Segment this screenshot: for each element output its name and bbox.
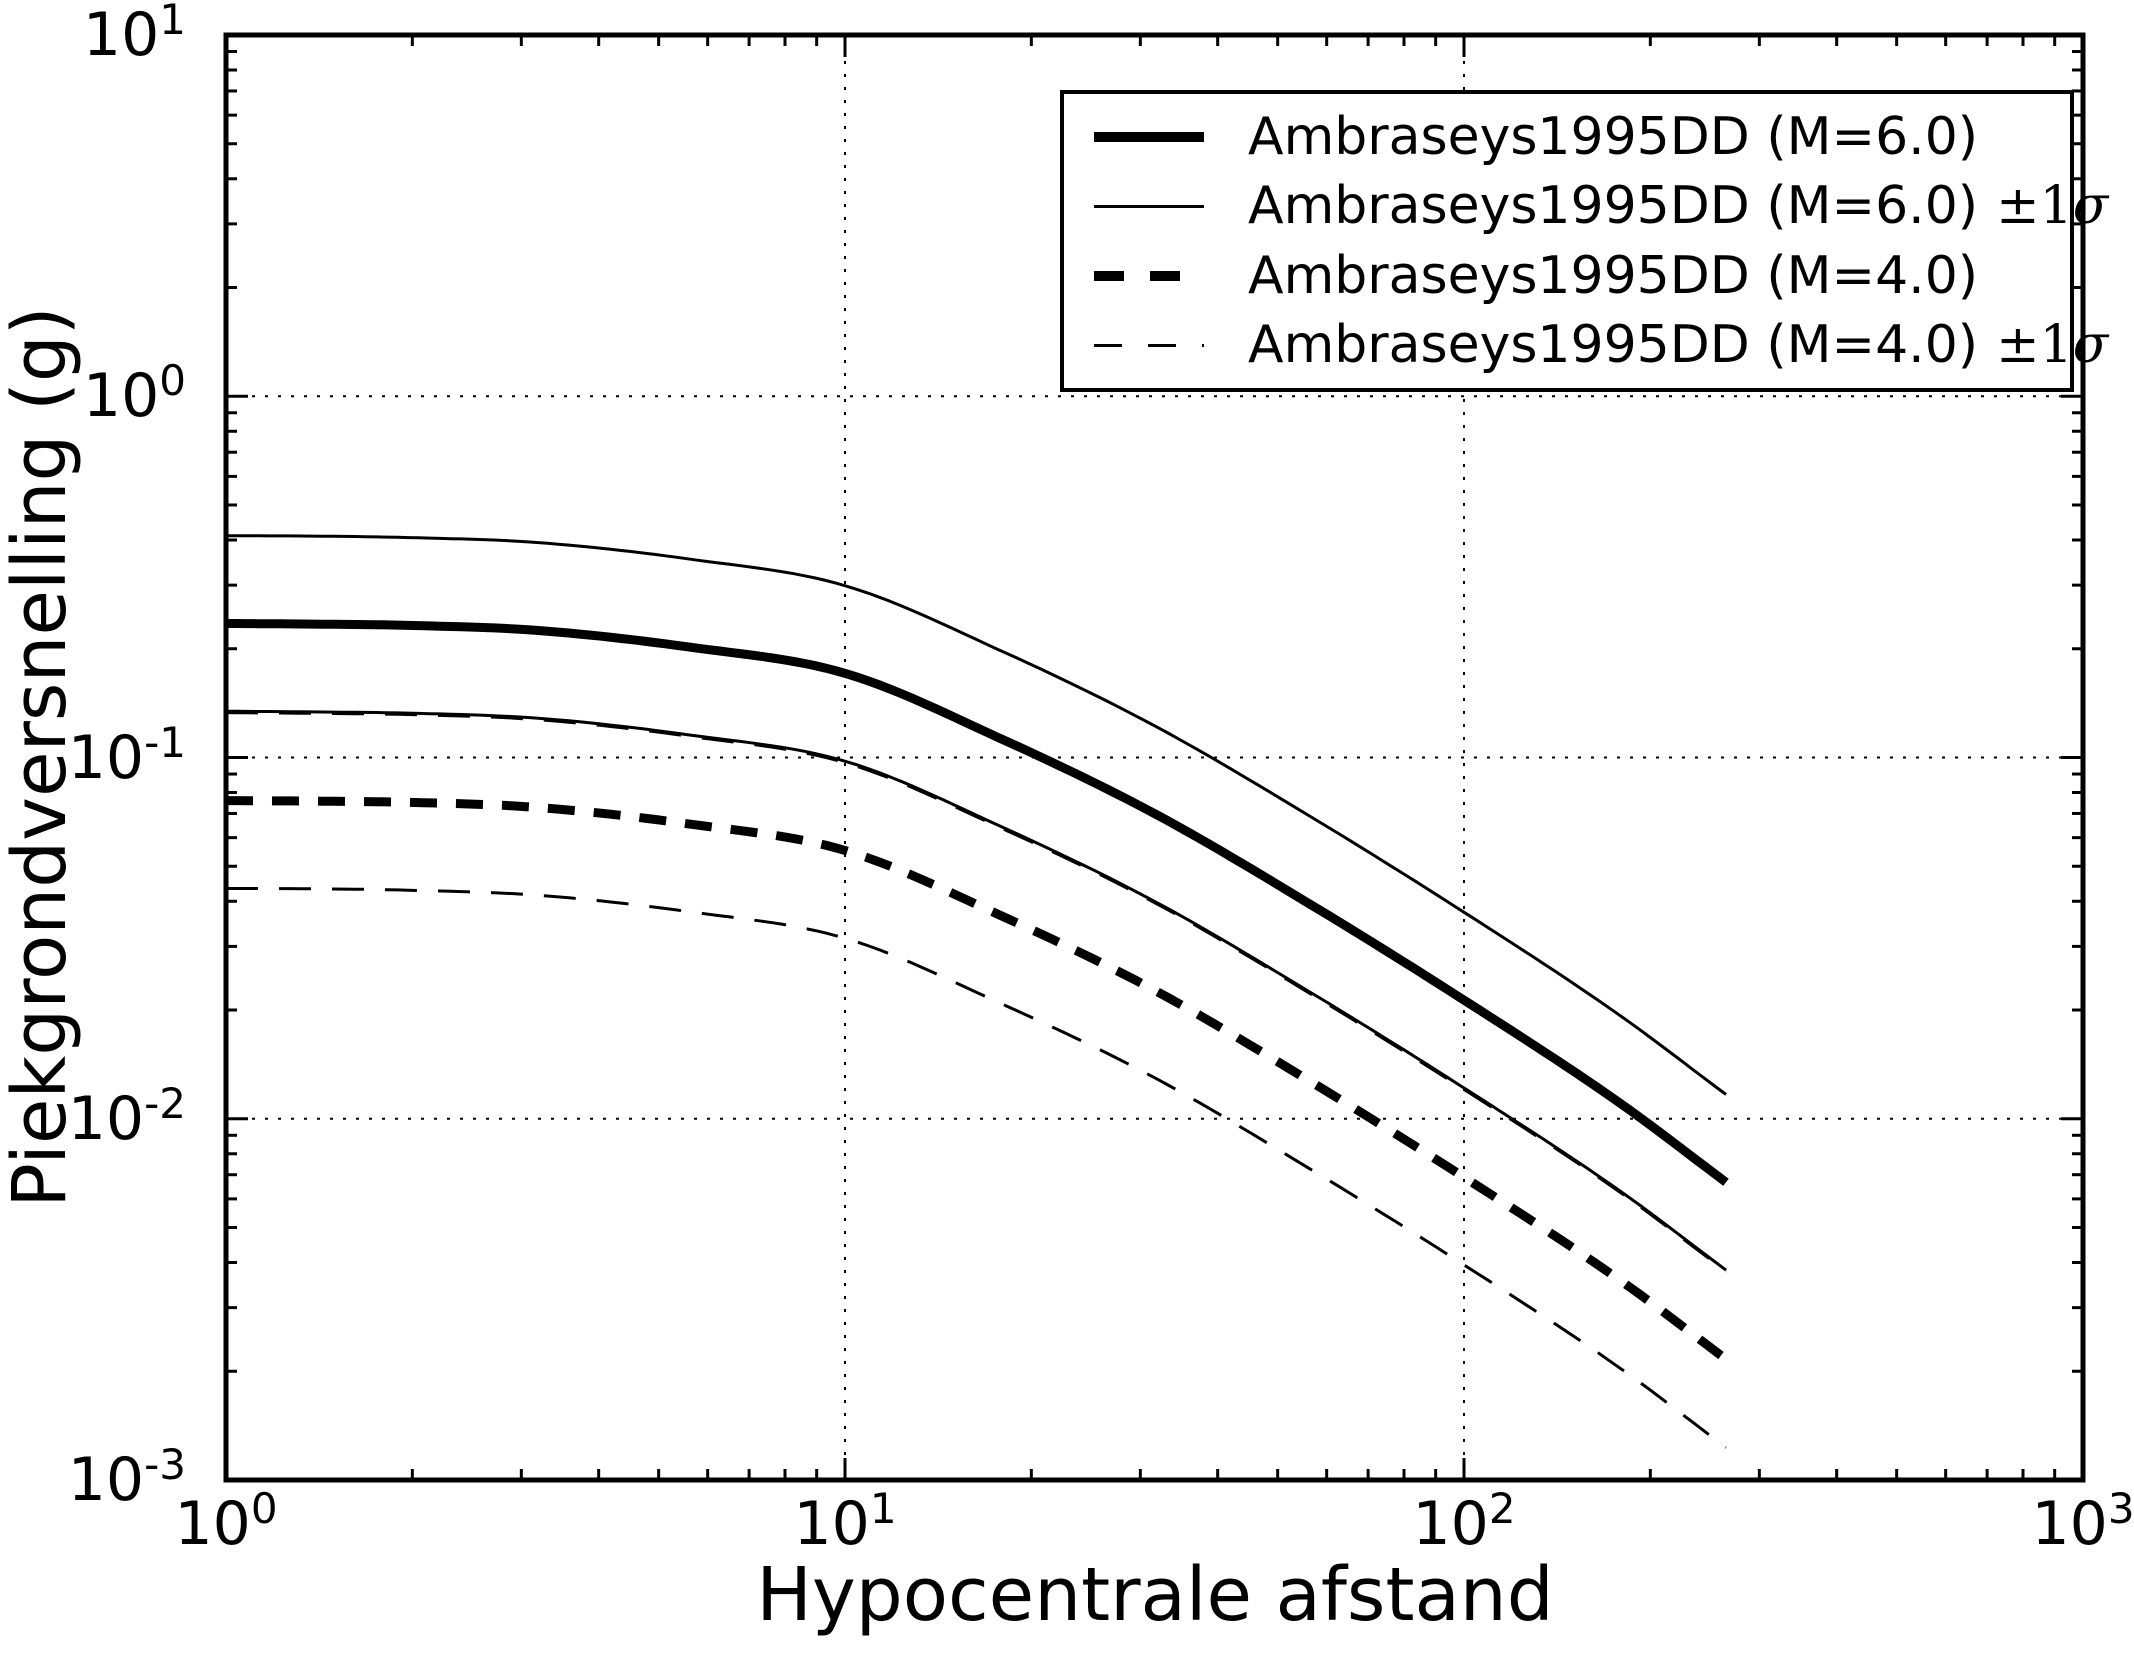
x-tick-label: 101: [793, 1484, 897, 1559]
legend-label: Ambraseys1995DD (M=6.0): [1248, 106, 1979, 167]
legend: Ambraseys1995DD (M=6.0) Ambraseys1995DD (…: [1060, 90, 2108, 392]
legend-line-sample-thin-solid: [1094, 204, 1204, 208]
axes-frame: [223, 32, 2086, 1483]
x-tick-label: 100: [174, 1484, 278, 1559]
legend-row: Ambraseys1995DD (M=6.0) ±1σ: [1064, 172, 2108, 242]
y-tick-label: 101: [82, 0, 186, 70]
legend-label: Ambraseys1995DD (M=6.0): [1248, 176, 1979, 237]
x-axis-label: Hypocentrale afstand: [756, 1552, 1554, 1638]
legend-line-sample-thick-dashed: [1094, 270, 1204, 281]
y-tick-label: 10-3: [67, 1440, 186, 1515]
y-tick-label: 10-2: [67, 1078, 186, 1154]
x-tick-label: 103: [2031, 1484, 2134, 1559]
curve-thin-dashed-lower: [226, 887, 1727, 1449]
curve-thin-solid-upper: [225, 534, 1727, 1096]
curve-thin-dashed-upper: [225, 711, 1727, 1273]
legend-row: Ambraseys1995DD (M=4.0): [1064, 241, 2070, 311]
y-tick-label: 10-1: [67, 717, 186, 793]
curve-thick-solid: [226, 619, 1729, 1186]
x-tick-label: 102: [1412, 1484, 1516, 1559]
legend-line-sample-thin-dashed: [1094, 343, 1204, 347]
legend-line-sample-thick-solid: [1094, 131, 1204, 142]
legend-label-sigma-suffix: ±1σ: [1996, 176, 2109, 237]
legend-row: Ambraseys1995DD (M=4.0) ±1σ: [1064, 311, 2108, 381]
legend-label: Ambraseys1995DD (M=4.0): [1248, 245, 1979, 306]
legend-row: Ambraseys1995DD (M=6.0): [1064, 102, 2070, 172]
y-tick-label: 100: [82, 356, 186, 432]
legend-label: Ambraseys1995DD (M=4.0): [1248, 315, 1979, 376]
legend-label-sigma-suffix: ±1σ: [1996, 315, 2109, 376]
curve-thick-dashed: [226, 796, 1729, 1363]
